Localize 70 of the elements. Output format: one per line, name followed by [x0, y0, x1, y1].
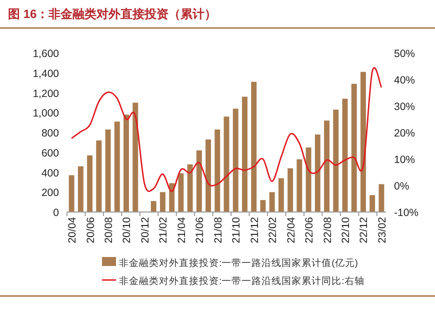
x-tick-label: 22/12 [358, 216, 370, 244]
y-tick-label: 600 [41, 147, 60, 160]
x-tick-label: 21/08 [212, 216, 224, 244]
y2-tick-label: 20% [394, 128, 416, 140]
y-tick-label: 1,400 [32, 68, 60, 80]
bar [351, 84, 357, 212]
x-tick-label: 21/04 [176, 216, 188, 244]
bar [150, 201, 156, 212]
bar [196, 150, 202, 212]
bar [251, 82, 257, 212]
bar [96, 140, 102, 212]
bar [214, 130, 220, 212]
y-tick-label: 1,200 [32, 88, 60, 100]
x-tick-label: 20/10 [121, 216, 134, 244]
bar [306, 147, 312, 212]
bar [169, 183, 175, 212]
bar [242, 96, 248, 212]
x-tick-label: 22/10 [340, 216, 352, 244]
bar [260, 200, 266, 212]
bar [370, 195, 376, 212]
x-tick-label: 21/12 [248, 216, 261, 244]
y-tick-label: 200 [41, 187, 60, 200]
bar [232, 108, 238, 212]
y-tick-label: 800 [41, 128, 60, 140]
y2-tick-label: 10% [394, 154, 416, 166]
y2-tick-label: 50% [394, 48, 416, 60]
y-tick-label: 1,000 [32, 108, 60, 120]
bar [296, 159, 302, 212]
bar [124, 114, 129, 212]
bar [114, 122, 120, 212]
bar [187, 164, 193, 212]
y2-tick-label: -10% [394, 207, 419, 219]
bar [269, 192, 275, 212]
y-tick-label: 0 [53, 207, 60, 219]
x-tick-label: 20/12 [139, 216, 152, 244]
legend-label: 非金融类对外直接投资:一带一路沿线国家累计值(亿元) [119, 257, 358, 269]
x-tick-label: 21/10 [230, 216, 243, 244]
bar [360, 72, 366, 212]
bar [342, 98, 348, 212]
bar [160, 192, 166, 212]
y-tick-label: 400 [41, 167, 60, 180]
y2-tick-label: 0% [394, 180, 410, 192]
bar [105, 130, 111, 212]
bar [378, 184, 384, 212]
bar [333, 110, 339, 212]
legend-label: 非金融类对外直接投资:一带一路沿线国家累计同比:右轴 [119, 275, 364, 287]
x-tick-label: 22/02 [267, 216, 280, 244]
y-tick-label: 1,600 [32, 48, 60, 60]
y2-tick-label: 40% [394, 74, 416, 86]
bar [314, 134, 320, 212]
bar [132, 102, 138, 212]
x-tick-label: 20/04 [66, 216, 79, 244]
bar [78, 166, 84, 212]
x-tick-label: 20/06 [84, 216, 97, 244]
bar [278, 178, 284, 212]
bar [288, 168, 294, 212]
chart-title: 图 16：非金融类对外直接投资（累计） [8, 7, 217, 21]
x-tick-label: 22/08 [322, 216, 334, 244]
x-tick-label: 21/06 [194, 216, 206, 244]
x-tick-label: 22/06 [304, 216, 316, 244]
x-tick-label: 22/04 [285, 216, 298, 244]
bar [87, 155, 93, 212]
y2-tick-label: 30% [394, 101, 416, 113]
x-tick-label: 23/02 [376, 216, 388, 244]
x-tick-label: 21/02 [158, 216, 170, 244]
x-tick-label: 20/08 [103, 216, 116, 244]
bar [178, 173, 184, 212]
bar [68, 175, 74, 212]
bar [206, 139, 212, 212]
bar [324, 120, 330, 212]
